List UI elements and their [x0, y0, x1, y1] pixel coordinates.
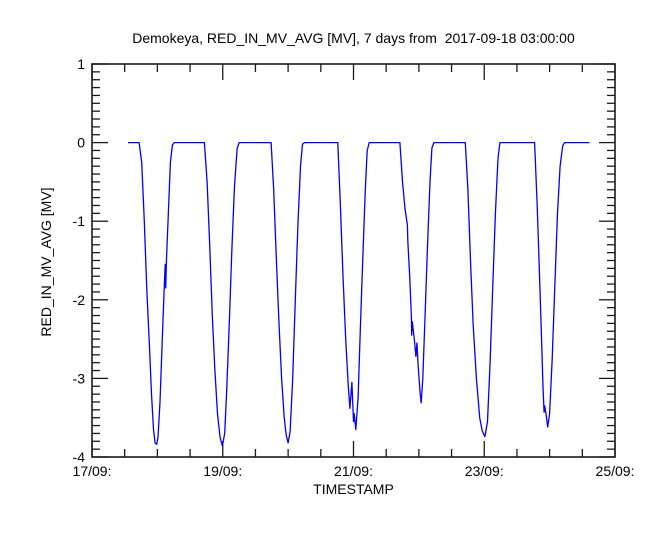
- y-tick-label: 0: [77, 135, 85, 151]
- y-tick-label: -2: [73, 292, 86, 308]
- y-tick-label: -4: [73, 449, 86, 465]
- y-tick-label: 1: [77, 56, 85, 72]
- plot-border: [91, 63, 616, 458]
- x-axis-label: TIMESTAMP: [313, 481, 394, 497]
- data-series-line: [128, 141, 590, 447]
- x-tick-label: 21/09:: [334, 463, 373, 479]
- x-tick-label: 23/09:: [465, 463, 504, 479]
- y-tick-label: -3: [73, 370, 86, 386]
- y-tick-label: -1: [73, 213, 86, 229]
- chart-title: Demokeya, RED_IN_MV_AVG [MV], 7 days fro…: [132, 30, 575, 46]
- x-tick-label: 17/09:: [73, 463, 112, 479]
- x-tick-label: 19/09:: [203, 463, 242, 479]
- x-tick-label: 25/09:: [596, 463, 635, 479]
